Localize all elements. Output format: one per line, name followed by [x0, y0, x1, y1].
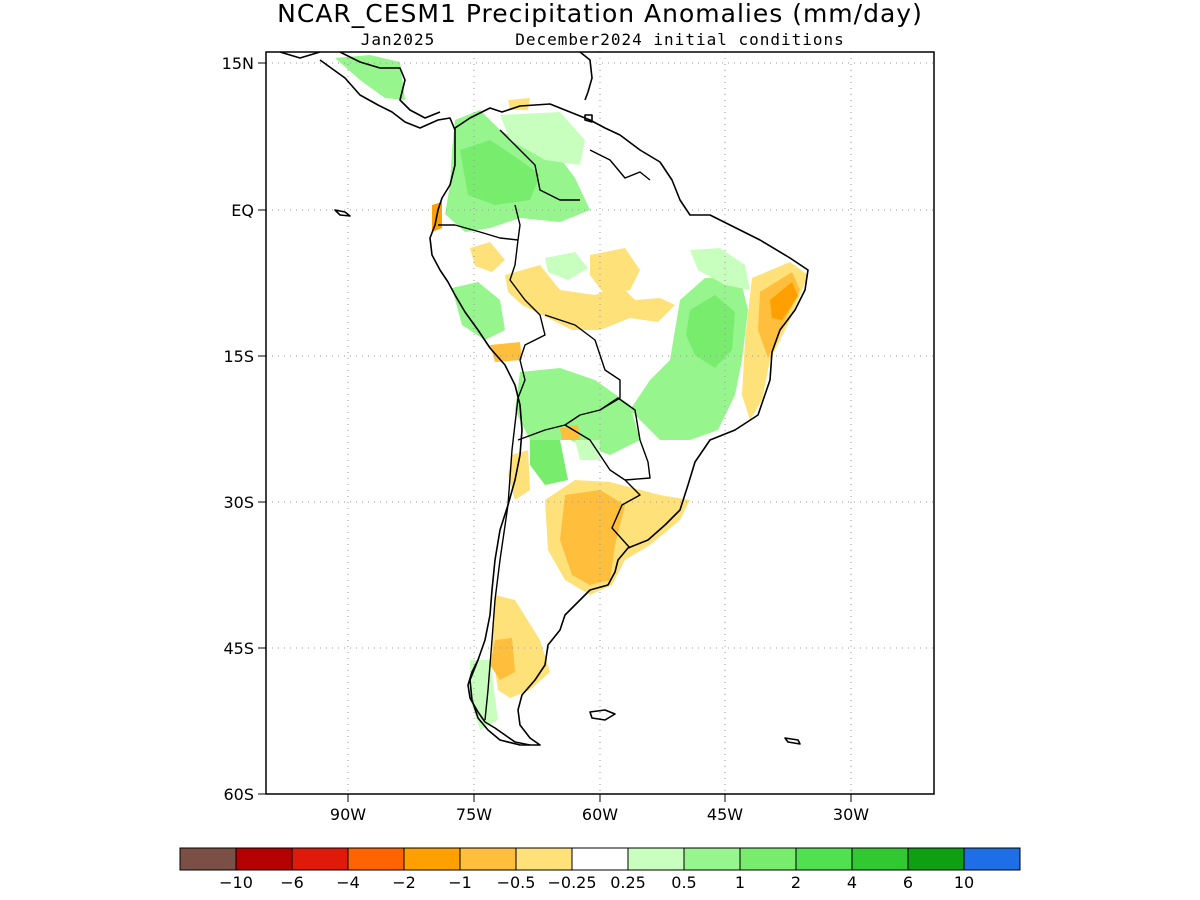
colorbar-label: 0.25 — [610, 873, 646, 892]
colorbar-swatch — [515, 847, 573, 871]
colorbar-label: 6 — [903, 873, 913, 892]
colorbar-swatch — [739, 847, 797, 871]
lat-tick-label: 15N — [222, 54, 254, 73]
caribbean-islands — [579, 52, 593, 101]
figure-title: NCAR_CESM1 Precipitation Anomalies (mm/d… — [277, 0, 923, 28]
border-colombia-venezuela — [499, 129, 580, 201]
border-argentina-bolivia — [517, 414, 581, 441]
border-bolivia-paraguay — [579, 397, 641, 441]
anomaly-region-central-america-wet — [335, 55, 405, 100]
colorbar-swatch — [683, 847, 741, 871]
lat-tick-label: 15S — [223, 347, 254, 366]
anomaly-region-bolivia-core — [530, 440, 568, 485]
central-america-coast — [279, 52, 456, 131]
border-bolivia-brazil — [544, 314, 621, 411]
lat-tick-label: 60S — [223, 785, 254, 804]
border-peru-brazil — [509, 239, 546, 361]
colorbar-label: −0.25 — [547, 873, 596, 892]
colorbar-label: 1 — [735, 873, 745, 892]
longitude-axis: 90W 75W 60W 45W 30W — [330, 794, 869, 824]
lat-tick-label: 45S — [223, 639, 254, 658]
anomaly-region-brazil-central-core — [686, 295, 735, 368]
trinidad — [584, 114, 593, 123]
colorbar-label: −6 — [280, 873, 304, 892]
lat-tick-label: EQ — [231, 201, 254, 220]
anomaly-region-southeast-light — [690, 248, 750, 290]
colorbar-swatch — [235, 847, 293, 871]
patagonia-fjords — [467, 659, 531, 746]
anomaly-region-caribbean-dry — [508, 98, 530, 110]
colorbar-label: −10 — [219, 873, 253, 892]
colorbar-swatch — [403, 847, 461, 871]
colorbar-swatch — [795, 847, 853, 871]
country-borders — [438, 129, 651, 721]
anomaly-region-amazon-dry-north — [590, 248, 640, 295]
central-america-caribbean-coast — [339, 52, 441, 119]
colorbar-label: −2 — [392, 873, 416, 892]
lon-tick-label: 75W — [456, 805, 492, 824]
anomaly-region-patagonia-dry-core — [490, 638, 515, 680]
lon-tick-label: 90W — [330, 805, 366, 824]
colorbar-swatch — [907, 847, 965, 871]
colorbar-swatch — [179, 847, 237, 871]
anomaly-region-amazon-dry — [505, 265, 675, 330]
border-colombia-peru — [454, 224, 519, 241]
border-colombia-brazil — [514, 204, 521, 241]
lon-tick-label: 45W — [707, 805, 743, 824]
border-peru-bolivia — [517, 359, 526, 399]
lon-tick-label: 60W — [582, 805, 618, 824]
colorbar-swatch — [459, 847, 517, 871]
border-argentina-brazil-uruguay — [611, 479, 641, 549]
anomaly-region-bolivia-dry — [560, 425, 580, 440]
galapagos — [334, 209, 351, 217]
anomaly-region-bolivia-wet — [515, 368, 640, 455]
colorbar-swatch — [627, 847, 685, 871]
colorbar: −10 −6 −4 −2 −1 −0.5 −0.25 0.25 0.5 1 2 4 6 10 — [179, 847, 1021, 892]
colorbar-label: −4 — [336, 873, 360, 892]
colorbar-label: 2 — [791, 873, 801, 892]
anomaly-region-venezuela-light — [500, 112, 585, 165]
colorbar-label: 0.5 — [671, 873, 696, 892]
map-plot-area — [266, 52, 934, 794]
south-georgia — [784, 737, 801, 745]
border-argentina-chile — [484, 397, 519, 721]
border-paraguay-brazil — [624, 439, 651, 481]
colorbar-swatch — [851, 847, 909, 871]
south-america-coast — [429, 103, 809, 746]
falkland-islands — [589, 709, 616, 721]
anomaly-region-ne-brazil-dry-peak — [770, 282, 798, 320]
border-argentina-paraguay — [564, 424, 626, 481]
colorbar-swatch — [963, 847, 1021, 871]
colorbar-swatch — [347, 847, 405, 871]
colorbar-swatch — [571, 847, 629, 871]
anomaly-shading — [335, 55, 808, 730]
colorbar-swatch — [291, 847, 349, 871]
colorbar-label: −1 — [448, 873, 472, 892]
anomaly-region-peru-south-dry — [490, 342, 522, 362]
initial-conditions-label: December2024 initial conditions — [515, 30, 845, 49]
anomaly-region-peru-wet — [452, 282, 505, 340]
anomaly-region-colombia-wet-core — [460, 140, 540, 205]
colorbar-label: 4 — [847, 873, 857, 892]
anomaly-region-ecuador-dry — [470, 242, 505, 272]
border-guianas — [589, 149, 651, 181]
anomaly-region-argentina-dry-core — [560, 490, 625, 585]
anomaly-region-amazon-light — [545, 252, 588, 280]
forecast-month: Jan2025 — [361, 30, 435, 49]
latitude-axis: 15N EQ 15S 30S 45S 60S — [222, 54, 266, 804]
coastlines — [279, 52, 809, 746]
lat-tick-label: 30S — [223, 493, 254, 512]
lon-tick-label: 30W — [833, 805, 869, 824]
colorbar-label: −0.5 — [497, 873, 536, 892]
colorbar-label: 10 — [954, 873, 974, 892]
